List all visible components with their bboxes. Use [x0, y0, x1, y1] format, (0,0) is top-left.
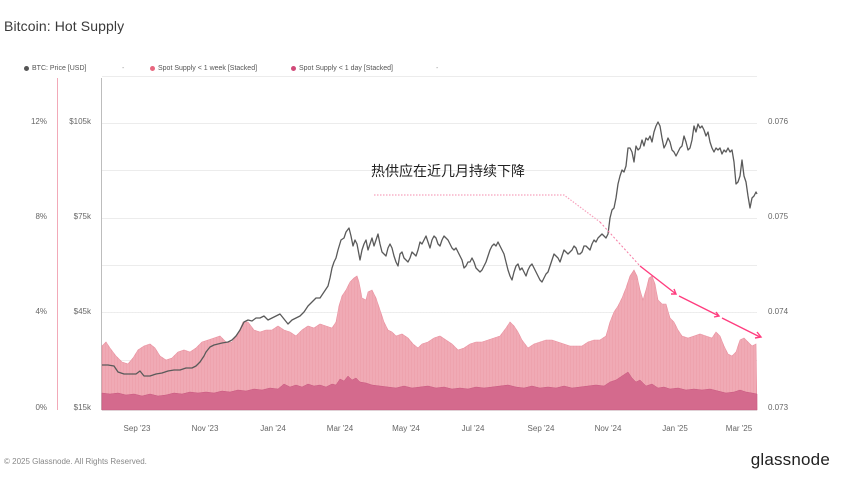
svg-text:May '24: May '24 — [392, 424, 420, 433]
chart-legend: BTC: Price [USD] - Spot Supply < 1 week … — [0, 65, 844, 77]
svg-text:0%: 0% — [35, 403, 47, 412]
series-supply-1w-area — [101, 269, 758, 411]
arrow-head-icon — [754, 331, 763, 339]
series-btc-price-line — [102, 121, 758, 377]
legend-item-btc-price[interactable]: BTC: Price [USD] — [24, 65, 86, 72]
bar-texture — [103, 280, 756, 410]
y-axis-percent: 12% 8% 4% 0% — [31, 117, 47, 412]
copyright-text: © 2025 Glassnode. All Rights Reserved. — [4, 457, 147, 466]
svg-text:Sep '24: Sep '24 — [528, 424, 555, 433]
chart-annotation: 热供应在近几月持续下降 — [371, 164, 525, 180]
svg-text:0.075: 0.075 — [768, 212, 789, 221]
svg-text:0.073: 0.073 — [768, 403, 789, 412]
svg-text:Jan '24: Jan '24 — [260, 424, 286, 433]
legend-separator: - — [122, 65, 125, 72]
svg-text:Nov '24: Nov '24 — [595, 424, 622, 433]
legend-label: Spot Supply < 1 week [Stacked] — [158, 65, 258, 72]
legend-label: Spot Supply < 1 day [Stacked] — [299, 65, 393, 72]
y-axis-right: 0.076 0.075 0.074 0.073 — [768, 117, 789, 412]
svg-text:Sep '23: Sep '23 — [124, 424, 151, 433]
x-axis: Sep '23 Nov '23 Jan '24 Mar '24 May '24 … — [124, 424, 753, 433]
legend-dot-icon — [291, 66, 296, 71]
y-axis-usd: $105k $75k $45k $15k — [69, 117, 92, 412]
legend-item-supply-1w[interactable]: Spot Supply < 1 week [Stacked] — [150, 65, 257, 72]
series-supply-1d-area — [101, 371, 758, 411]
svg-text:$75k: $75k — [74, 212, 92, 221]
legend-dot-icon — [24, 66, 29, 71]
svg-text:Jan '25: Jan '25 — [662, 424, 688, 433]
svg-text:$15k: $15k — [74, 403, 92, 412]
svg-text:4%: 4% — [35, 307, 47, 316]
svg-text:12%: 12% — [31, 117, 47, 126]
svg-text:Mar '25: Mar '25 — [726, 424, 753, 433]
legend-separator: - — [436, 65, 439, 72]
brand-logo: glassnode — [750, 450, 830, 469]
svg-text:0.076: 0.076 — [768, 117, 789, 126]
svg-text:Nov '23: Nov '23 — [192, 424, 219, 433]
annotation-trend — [374, 194, 763, 339]
svg-text:$105k: $105k — [69, 117, 92, 126]
legend-label: BTC: Price [USD] — [32, 65, 87, 72]
legend-item-supply-1d[interactable]: Spot Supply < 1 day [Stacked] — [291, 65, 393, 72]
arrow-head-icon — [713, 311, 721, 318]
svg-text:Jul '24: Jul '24 — [462, 424, 485, 433]
svg-text:8%: 8% — [35, 212, 47, 221]
svg-text:$45k: $45k — [74, 307, 92, 316]
svg-text:0.074: 0.074 — [768, 307, 789, 316]
arrow-head-icon — [671, 288, 678, 295]
svg-text:Mar '24: Mar '24 — [327, 424, 354, 433]
legend-dot-icon — [150, 66, 155, 71]
chart-title: Bitcoin: Hot Supply — [4, 18, 125, 34]
